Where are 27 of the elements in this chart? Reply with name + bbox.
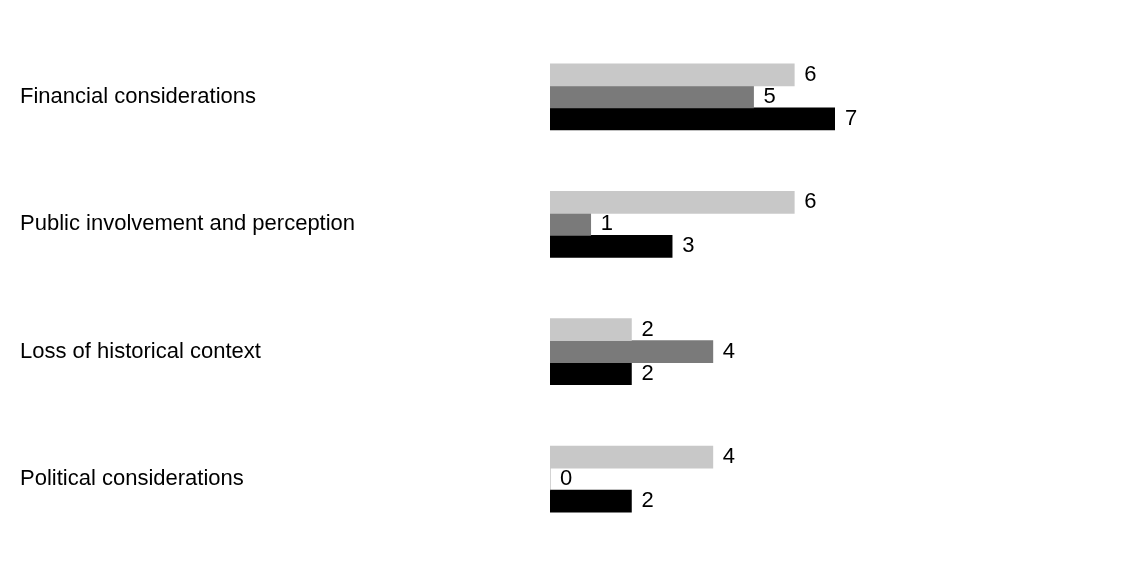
data-label: 6 <box>804 60 817 86</box>
bar <box>550 107 835 131</box>
data-label: 0 <box>560 465 573 491</box>
y-tick-label: Political considerations <box>20 465 244 491</box>
bar <box>550 340 714 364</box>
data-label: 5 <box>763 82 776 108</box>
data-label: 4 <box>722 337 736 363</box>
bar <box>550 489 632 513</box>
bar <box>550 212 592 236</box>
y-tick-label: Loss of historical context <box>20 337 261 363</box>
y-tick-label: Public involvement and perception <box>20 210 356 236</box>
data-label: 7 <box>845 104 858 130</box>
y-tick-label: Financial considerations <box>20 82 257 108</box>
data-label: 4 <box>722 443 736 469</box>
bar <box>550 362 632 386</box>
bar <box>550 445 714 469</box>
data-label: 2 <box>641 359 654 385</box>
bar <box>550 190 795 214</box>
bar <box>550 63 795 87</box>
data-label: 1 <box>600 210 613 236</box>
bar <box>550 234 673 258</box>
bar <box>550 85 754 109</box>
data-label: 6 <box>804 188 817 214</box>
data-label: 2 <box>641 487 654 513</box>
data-label: 3 <box>682 232 695 258</box>
data-label: 2 <box>641 315 654 341</box>
bar <box>550 318 632 342</box>
